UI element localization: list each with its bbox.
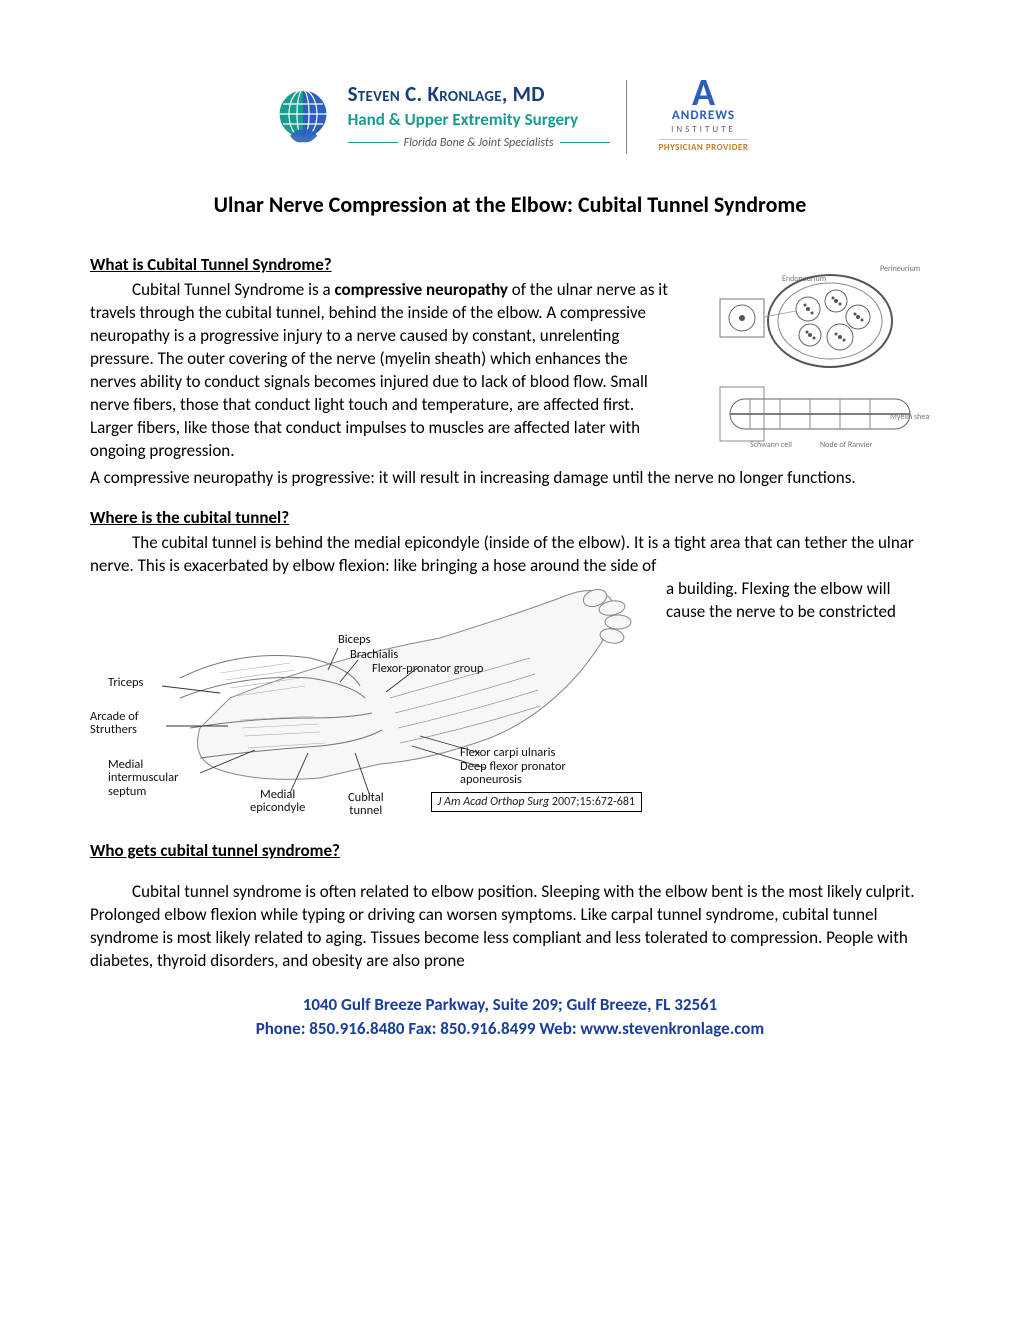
hand-globe-icon (272, 86, 334, 148)
header-logos: Steven C. Kronlage, MD Hand & Upper Extr… (90, 80, 930, 154)
elbow-anatomy-diagram: Triceps Arcade of Struthers Medial inter… (90, 578, 650, 818)
kronlage-text-block: Steven C. Kronlage, MD Hand & Upper Extr… (348, 80, 610, 153)
rule-left (348, 142, 398, 143)
section2-p1: The cubital tunnel is behind the medial … (90, 532, 930, 578)
andrews-a-icon: A (659, 80, 749, 107)
section1-p2: A compressive neuropathy is progressive:… (90, 467, 930, 490)
nerve-cross-section-diagram: Perineurium Endoneurium Axon (690, 254, 930, 454)
citation-box: J Am Acad Orthop Surg 2007;15:672-681 (431, 792, 642, 812)
lbl-medial-inter: Medial intermuscular septum (108, 758, 178, 797)
lbl-myelin: Myelin sheath (890, 412, 930, 422)
lbl-medial-epi: Medial epicondyle (250, 788, 305, 814)
footer-contact: Phone: 850.916.8480 Fax: 850.916.8499 We… (90, 1017, 930, 1041)
lbl-schwann: Schwann cell (750, 440, 792, 449)
tagline: Florida Bone & Joint Specialists (404, 135, 554, 151)
section3-p1: Cubital tunnel syndrome is often related… (90, 881, 930, 973)
kronlage-logo: Steven C. Kronlage, MD Hand & Upper Extr… (272, 80, 627, 153)
lbl-perineurium: Perineurium (880, 264, 920, 274)
lbl-deep-flexor: Deep flexor pronator aponeurosis (460, 760, 566, 786)
section3-heading: Who gets cubital tunnel syndrome? (90, 840, 930, 863)
section2-side-text: a building. Flexing the elbow will cause… (666, 578, 930, 818)
rule-right (560, 142, 610, 143)
andrews-name: ANDREWS (659, 107, 749, 125)
lbl-flexor-carpi: Flexor carpi ulnaris (460, 746, 555, 759)
s1p1c: of the ulnar nerve as it travels through… (90, 279, 668, 461)
section1-heading: What is Cubital Tunnel Syndrome? (90, 254, 672, 277)
section-what-is: What is Cubital Tunnel Syndrome? Cubital… (90, 254, 930, 462)
lbl-arcade: Arcade of Struthers (90, 710, 139, 736)
footer: 1040 Gulf Breeze Parkway, Suite 209; Gul… (90, 993, 930, 1041)
lbl-triceps: Triceps (108, 676, 143, 689)
specialty: Hand & Upper Extremity Surgery (348, 109, 610, 132)
lbl-biceps: Biceps (338, 633, 371, 646)
lbl-brachialis: Brachialis (350, 648, 398, 661)
s1p1a: Cubital Tunnel Syndrome is a (132, 279, 334, 300)
lbl-node: Node of Ranvier (820, 440, 873, 449)
lbl-cubital: Cubital tunnel (348, 791, 384, 817)
citation-journal: J Am Acad Orthop Surg (438, 795, 552, 809)
andrews-logo: A ANDREWS INSTITUTE PHYSICIAN PROVIDER (645, 80, 749, 154)
footer-address: 1040 Gulf Breeze Parkway, Suite 209; Gul… (90, 993, 930, 1017)
citation-details: 2007;15:672-681 (552, 795, 635, 809)
andrews-provider: PHYSICIAN PROVIDER (659, 139, 749, 154)
section1-p1: Cubital Tunnel Syndrome is a compressive… (90, 279, 672, 463)
page-title: Ulnar Nerve Compression at the Elbow: Cu… (90, 190, 930, 220)
tagline-row: Florida Bone & Joint Specialists (348, 135, 610, 151)
elbow-anatomy-block: Triceps Arcade of Struthers Medial inter… (90, 578, 930, 818)
section1-text: What is Cubital Tunnel Syndrome? Cubital… (90, 254, 672, 462)
lbl-flexor-pron: Flexor-pronator group (372, 662, 484, 675)
doctor-name: Steven C. Kronlage, MD (348, 80, 610, 108)
s1p1b: compressive neuropathy (334, 279, 507, 300)
section2-heading: Where is the cubital tunnel? (90, 507, 930, 530)
andrews-institute: INSTITUTE (659, 124, 749, 136)
